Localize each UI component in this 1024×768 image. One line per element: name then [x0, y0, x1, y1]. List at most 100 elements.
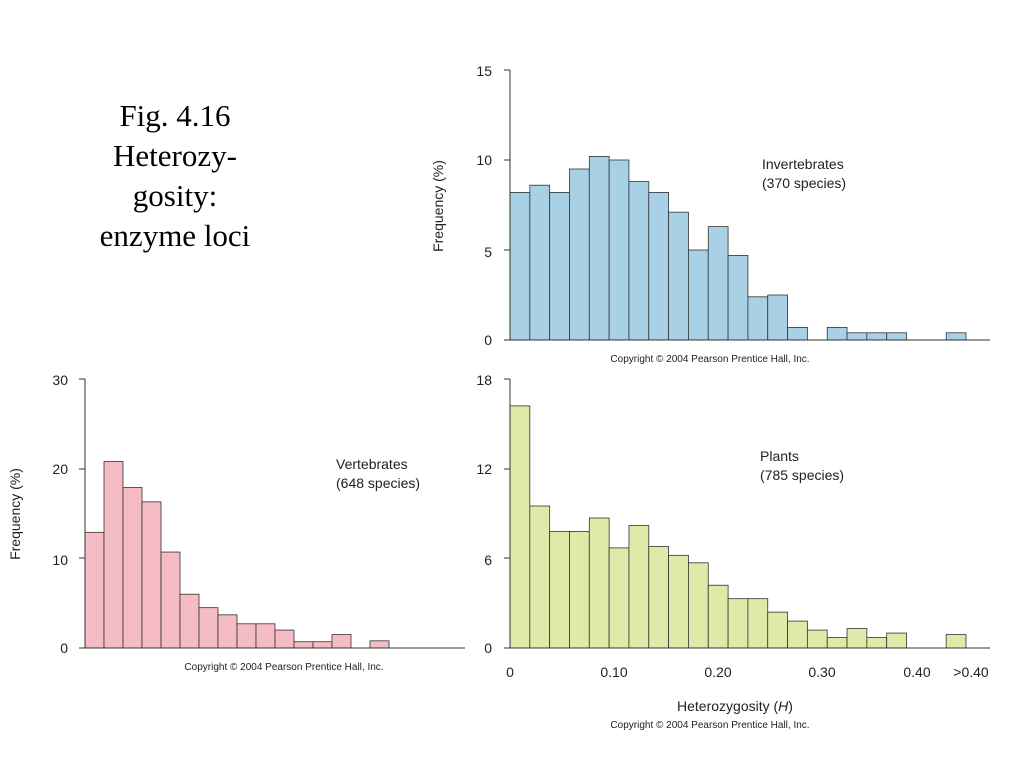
- invertebrates-label-line-2: (370 species): [762, 175, 846, 191]
- vertebrates-bar: [293, 641, 314, 649]
- vertebrates-ytick-marks: [79, 378, 85, 649]
- vertebrates-bar: [141, 501, 162, 649]
- plants-bar: [846, 628, 868, 649]
- plants-ytick: 18: [476, 372, 492, 388]
- plants-xtick: 0.20: [704, 664, 731, 680]
- plants-panel: 0 6 12 18 0 0.10 0.20 0.30 0.40 >0.40 Pl…: [476, 372, 990, 731]
- plants-bar: [826, 637, 848, 649]
- vertebrates-label-line-1: Vertebrates: [336, 456, 408, 472]
- invertebrates-bar: [608, 159, 630, 341]
- plants-bar: [648, 545, 670, 649]
- vertebrates-bar: [217, 614, 238, 649]
- invertebrates-yticks: 0 5 10 15: [476, 63, 492, 348]
- invertebrates-ytick: 15: [476, 63, 492, 79]
- footer-copyright: Copyright © 2004 Pearson Prentice Hall, …: [610, 720, 809, 731]
- plants-bar: [886, 632, 907, 649]
- plants-ytick: 6: [484, 552, 492, 568]
- invertebrates-bar: [886, 332, 907, 341]
- invertebrates-bar: [509, 191, 531, 341]
- plants-bar: [608, 547, 630, 649]
- invertebrates-bar: [668, 211, 689, 341]
- invertebrates-bar: [648, 191, 670, 341]
- invertebrates-bar: [747, 296, 769, 341]
- invertebrates-ylabel: Frequency (%): [430, 160, 446, 252]
- plants-xtick: 0.10: [600, 664, 627, 680]
- vertebrates-bar: [198, 607, 219, 649]
- vertebrates-bar: [122, 487, 143, 649]
- plants-label-line-2: (785 species): [760, 467, 844, 483]
- invertebrates-panel: Frequency (%) 0 5 10 15 Invertebrates (3…: [430, 63, 990, 365]
- invertebrates-bar: [767, 294, 788, 341]
- plants-bar: [509, 405, 531, 649]
- invertebrates-ytick: 10: [476, 152, 492, 168]
- plants-ytick: 12: [476, 461, 492, 477]
- plants-bar: [688, 562, 709, 649]
- plants-xtick: 0.30: [808, 664, 835, 680]
- vertebrates-copyright: Copyright © 2004 Pearson Prentice Hall, …: [184, 662, 383, 673]
- vertebrates-bar: [312, 641, 333, 649]
- invertebrates-copyright: Copyright © 2004 Pearson Prentice Hall, …: [610, 354, 809, 365]
- invertebrates-bar: [529, 184, 551, 341]
- invertebrates-bar: [688, 249, 709, 341]
- plants-bar: [569, 531, 590, 649]
- vertebrates-bar: [179, 593, 200, 649]
- plants-bar: [866, 637, 888, 649]
- plants-bar: [549, 531, 570, 649]
- invertebrates-label-line-1: Invertebrates: [762, 156, 844, 172]
- plants-xtick: >0.40: [953, 664, 989, 680]
- plants-bar: [628, 525, 650, 649]
- plants-bar: [529, 505, 551, 649]
- plants-ytick-marks: [504, 378, 510, 649]
- vertebrates-label-line-2: (648 species): [336, 475, 420, 491]
- invertebrates-bar: [549, 191, 570, 341]
- title-line-4: enzyme loci: [99, 218, 251, 253]
- plants-xtick: 0.40: [903, 664, 930, 680]
- vertebrates-bar: [255, 623, 276, 649]
- x-axis-label-suffix: ): [788, 698, 793, 714]
- invertebrates-bar: [787, 326, 808, 341]
- x-axis-label-prefix: Heterozygosity (: [677, 698, 778, 714]
- plants-bars: [509, 405, 967, 649]
- invertebrates-bar: [826, 326, 848, 341]
- invertebrates-bars: [509, 155, 967, 341]
- invertebrates-bar: [866, 332, 888, 341]
- title-line-3: gosity:: [132, 178, 218, 213]
- invertebrates-bar: [628, 181, 650, 341]
- invertebrates-bar: [569, 168, 590, 341]
- vertebrates-bar: [274, 629, 295, 649]
- plants-bar: [668, 554, 689, 649]
- plants-yticks: 0 6 12 18: [476, 372, 492, 656]
- vertebrates-ytick: 20: [52, 461, 68, 477]
- invertebrates-ytick: 0: [484, 332, 492, 348]
- vertebrates-bar: [369, 640, 390, 649]
- vertebrates-ytick: 30: [52, 372, 68, 388]
- vertebrates-panel: Frequency (%) 0 10 20 30 Vertebrates (64…: [7, 372, 465, 673]
- vertebrates-ytick: 0: [60, 640, 68, 656]
- vertebrates-yticks: 0 10 20 30: [52, 372, 68, 656]
- invertebrates-ytick: 5: [484, 244, 492, 260]
- invertebrates-bar: [588, 155, 610, 341]
- vertebrates-ylabel: Frequency (%): [7, 468, 23, 560]
- vertebrates-bars: [84, 461, 390, 649]
- plants-bar: [787, 620, 808, 649]
- vertebrates-ytick: 10: [52, 552, 68, 568]
- vertebrates-bar: [331, 634, 352, 649]
- plants-bar: [945, 634, 967, 649]
- title-line-1: Fig. 4.16: [119, 98, 231, 133]
- plants-label-line-1: Plants: [760, 448, 799, 464]
- plants-bar: [727, 598, 749, 649]
- x-axis-label: Heterozygosity (H): [677, 698, 793, 714]
- vertebrates-bar: [84, 531, 105, 649]
- invertebrates-bar: [945, 332, 967, 341]
- plants-ytick: 0: [484, 640, 492, 656]
- vertebrates-bar: [160, 551, 181, 649]
- plants-bar: [588, 517, 610, 649]
- slide-title: Fig. 4.16 Heterozy- gosity: enzyme loci: [60, 96, 290, 256]
- invertebrates-bar: [707, 226, 729, 341]
- x-axis-label-symbol: H: [778, 698, 789, 714]
- plants-bar: [806, 629, 828, 649]
- plants-xticks: 0 0.10 0.20 0.30 0.40 >0.40: [506, 664, 989, 680]
- plants-bar: [707, 584, 729, 649]
- title-line-2: Heterozy-: [113, 138, 237, 173]
